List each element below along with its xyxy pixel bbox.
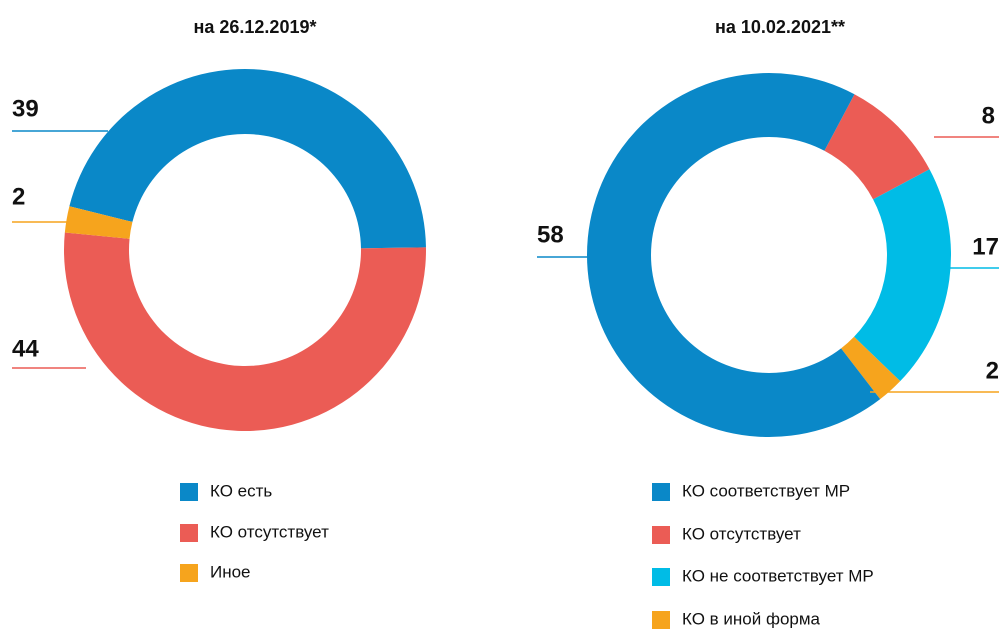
legend-label: КО соответствует МР <box>682 481 850 500</box>
donut-segment <box>824 94 930 200</box>
donut-segment <box>69 68 426 249</box>
donut-segment <box>841 336 901 400</box>
donut-segment <box>587 73 881 438</box>
legend-label: КО отсутствует <box>682 524 801 543</box>
legend-label: Иное <box>210 562 251 581</box>
chart-title: на 26.12.2019* <box>194 17 317 37</box>
data-label: 2 <box>12 183 25 210</box>
legend-swatch <box>180 564 198 582</box>
legend-swatch <box>652 611 670 629</box>
data-label: 58 <box>537 221 564 248</box>
legend-label: КО не соответствует МР <box>682 566 874 585</box>
data-label: 2 <box>986 357 999 384</box>
donut-segment <box>854 169 951 382</box>
data-label: 39 <box>12 95 39 122</box>
legend-label: КО в иной форма <box>682 609 821 628</box>
legend-label: КО есть <box>210 481 272 500</box>
legend-swatch <box>180 524 198 542</box>
legend-swatch <box>652 568 670 586</box>
donut-segment <box>64 206 133 239</box>
legend-swatch <box>180 483 198 501</box>
donut-segment <box>64 232 427 431</box>
data-label: 44 <box>12 335 39 362</box>
data-label: 17 <box>972 233 999 260</box>
legend-swatch <box>652 526 670 544</box>
data-label: 8 <box>982 102 995 129</box>
chart-title: на 10.02.2021** <box>715 17 845 37</box>
legend-swatch <box>652 483 670 501</box>
legend-label: КО отсутствует <box>210 522 329 541</box>
